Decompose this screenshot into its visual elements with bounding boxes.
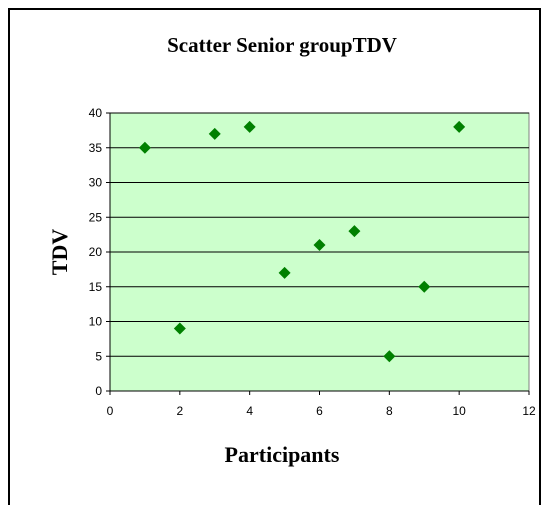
data-point-diamond [173,322,186,335]
x-tick-label: 2 [176,404,183,418]
data-point-diamond [313,239,326,252]
data-point-diamond [138,141,151,154]
data-point-diamond [383,350,396,363]
y-axis-title: TDV [47,229,72,276]
x-tick-label: 10 [452,404,466,418]
x-tick-label: 12 [522,404,536,418]
x-tick-labels: 0 2 4 6 8 10 12 [107,404,536,418]
y-tick-label: 20 [89,245,103,259]
data-points [138,120,466,363]
y-tick-label: 10 [89,315,103,329]
y-tick-label: 30 [89,176,103,190]
x-axis-title: Participants [225,442,340,467]
data-point-diamond [278,266,291,279]
chart-title: Scatter Senior groupTDV [167,33,397,57]
data-point-diamond [208,127,221,140]
y-tick-label: 40 [89,106,103,120]
y-tick-label: 0 [95,384,102,398]
x-tick-label: 4 [246,404,253,418]
data-point-diamond [243,120,256,133]
x-tick-label: 6 [316,404,323,418]
data-point-diamond [453,120,466,133]
x-tick-label: 8 [386,404,393,418]
axes [106,112,530,395]
y-tick-label: 15 [89,280,103,294]
y-tick-label: 35 [89,141,103,155]
x-tick-label: 0 [107,404,114,418]
y-tick-label: 5 [95,349,102,363]
gridlines [110,112,529,357]
y-tick-label: 25 [89,210,103,224]
data-point-diamond [348,225,361,238]
data-point-diamond [418,280,431,293]
y-tick-labels: 0 5 10 15 20 25 30 35 40 [89,106,103,398]
